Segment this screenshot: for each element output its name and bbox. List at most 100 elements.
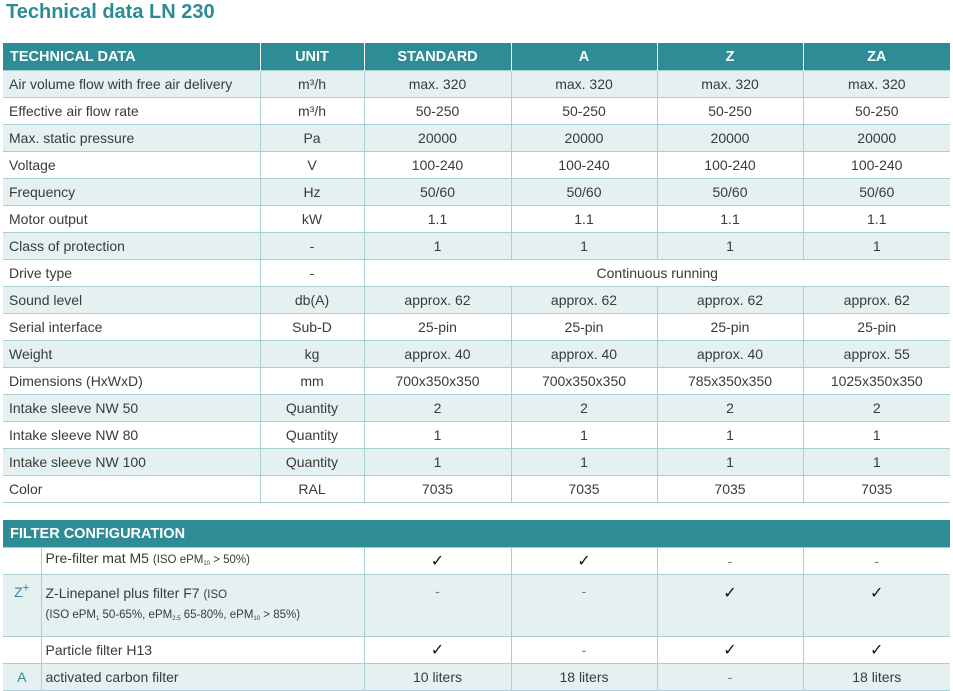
row-value: 100-240: [510, 151, 657, 179]
row-unit: Quantity: [259, 448, 364, 476]
table-header-row: TECHNICAL DATA UNIT STANDARD A Z ZA: [3, 43, 950, 71]
check-icon: ✓: [870, 642, 884, 659]
note-sub: 2.5: [172, 615, 181, 622]
header-unit: UNIT: [259, 43, 364, 71]
header-z: Z: [656, 43, 803, 71]
plus-superscript: +: [22, 581, 30, 594]
row-value: 50/60: [363, 178, 511, 206]
row-value: max. 320: [656, 70, 803, 98]
row-unit: Pa: [259, 124, 364, 152]
dash-value: -: [874, 553, 880, 569]
filter-value: ✓: [656, 574, 803, 637]
row-value: 1: [510, 421, 657, 449]
filter-mark-z-plus: Z+: [3, 574, 41, 637]
row-label: Voltage: [3, 151, 260, 179]
dash-value: -: [435, 583, 440, 599]
filter-mark: [3, 547, 41, 575]
row-value: 1: [656, 448, 803, 476]
header-za: ZA: [802, 43, 950, 71]
row-label: Drive type: [3, 259, 260, 287]
table-row: Air volume flow with free air delivery m³…: [3, 70, 950, 98]
filter-row-activated-carbon: A activated carbon filter 10 liters 18 l…: [3, 663, 950, 691]
row-unit: -: [259, 232, 364, 260]
row-value: 2: [656, 394, 803, 422]
row-value: 1.1: [656, 205, 803, 233]
dash-value: -: [581, 642, 587, 658]
row-label: Intake sleeve NW 100: [3, 448, 260, 476]
row-label: Intake sleeve NW 50: [3, 394, 260, 422]
filter-value: -: [510, 574, 657, 637]
row-value: 50-250: [363, 97, 511, 125]
row-value: approx. 62: [656, 286, 803, 314]
row-value: 50/60: [510, 178, 657, 206]
row-value: 100-240: [363, 151, 511, 179]
table-row: Frequency Hz 50/60 50/60 50/60 50/60: [3, 178, 950, 206]
row-value: 20000: [802, 124, 950, 152]
row-value: max. 320: [363, 70, 511, 98]
row-value: 25-pin: [656, 313, 803, 341]
table-row: Intake sleeve NW 80 Quantity 1 1 1 1: [3, 421, 950, 449]
row-label: Motor output: [3, 205, 260, 233]
filter-value: 18 liters: [510, 663, 657, 691]
table-row: Dimensions (HxWxD) mm 700x350x350 700x350x3…: [3, 367, 950, 395]
filter-row-z-linepanel: Z+ Z-Linepanel plus filter F7 (ISO (ISO e…: [3, 574, 950, 637]
row-unit: RAL: [259, 475, 364, 503]
row-label: Class of protection: [3, 232, 260, 260]
row-value: approx. 62: [510, 286, 657, 314]
row-label: Weight: [3, 340, 260, 368]
check-icon: ✓: [577, 553, 591, 570]
row-unit: -: [259, 259, 364, 287]
header-standard: STANDARD: [363, 43, 511, 71]
filter-name-text: Pre-filter mat M5: [45, 550, 149, 566]
table-row: Intake sleeve NW 50 Quantity 2 2 2 2: [3, 394, 950, 422]
filter-row-particle: Particle filter H13 ✓ - ✓ ✓: [3, 636, 950, 664]
filter-value: -: [510, 636, 657, 664]
row-unit: Hz: [259, 178, 364, 206]
row-value: 1.1: [802, 205, 950, 233]
row-value: 7035: [656, 475, 803, 503]
row-value: 1: [510, 448, 657, 476]
note-sub: 1: [95, 615, 100, 622]
row-value: 50-250: [656, 97, 803, 125]
row-unit: kg: [259, 340, 364, 368]
row-value: max. 320: [510, 70, 657, 98]
filter-name: Z-Linepanel plus filter F7 (ISO (ISO ePM1…: [40, 574, 364, 637]
note-part: 65-80%, ePM: [180, 608, 254, 621]
filter-note-sub: 10: [203, 561, 211, 567]
row-value: 25-pin: [510, 313, 657, 341]
row-value: approx. 40: [656, 340, 803, 368]
row-unit: m³/h: [259, 70, 364, 98]
filter-note: (ISO ePM10 > 50%): [153, 554, 250, 567]
note-part: (ISO ePM: [45, 608, 96, 621]
row-value: approx. 40: [363, 340, 511, 368]
filter-value: ✓: [802, 636, 950, 664]
table-row: Voltage V 100-240 100-240 100-240 100-240: [3, 151, 950, 179]
check-icon: ✓: [723, 642, 737, 659]
row-value: 785x350x350: [656, 367, 803, 395]
row-value: 50-250: [510, 97, 657, 125]
row-value: 1: [363, 421, 511, 449]
row-label: Max. static pressure: [3, 124, 260, 152]
row-label: Intake sleeve NW 80: [3, 421, 260, 449]
row-value: 50/60: [802, 178, 950, 206]
row-value: 20000: [510, 124, 657, 152]
header-a: A: [510, 43, 657, 71]
row-value: 1: [656, 421, 803, 449]
table-row: Serial interface Sub-D 25-pin 25-pin 25-pin 2…: [3, 313, 950, 341]
technical-data-table: TECHNICAL DATA UNIT STANDARD A Z ZA Air …: [3, 43, 950, 503]
row-value: approx. 62: [802, 286, 950, 314]
table-row: Drive type - Continuous running: [3, 259, 950, 287]
row-value: 700x350x350: [363, 367, 511, 395]
row-value: 2: [363, 394, 511, 422]
row-value: 25-pin: [363, 313, 511, 341]
check-icon: ✓: [870, 585, 884, 602]
row-value: 25-pin: [802, 313, 950, 341]
row-value: 20000: [363, 124, 511, 152]
filter-name: Particle filter H13: [40, 636, 364, 664]
filter-name-text: Z-Linepanel plus filter F7: [45, 584, 200, 601]
row-value: 1.1: [510, 205, 657, 233]
row-label: Color: [3, 475, 260, 503]
row-value-span: Continuous running: [363, 259, 950, 287]
row-value: 700x350x350: [510, 367, 657, 395]
row-value: approx. 55: [802, 340, 950, 368]
